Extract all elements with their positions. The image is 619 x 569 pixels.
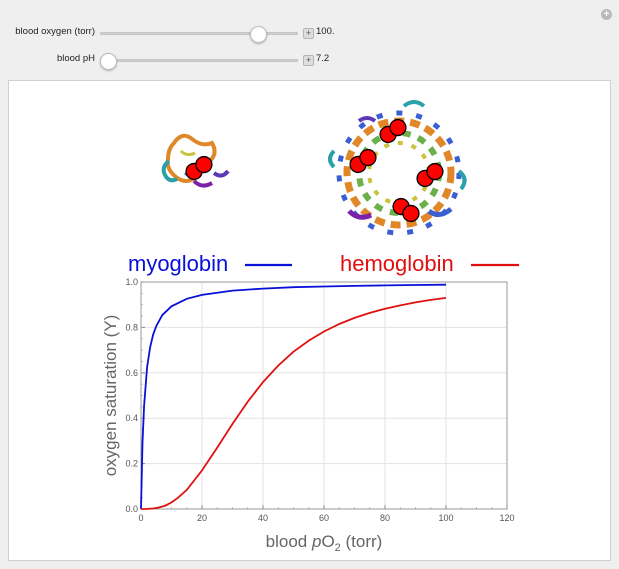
y-tick-label: 0.4 <box>125 413 138 423</box>
y-tick-label: 0.2 <box>125 459 138 469</box>
series-hemoglobin-line <box>140 297 447 510</box>
ph-slider-thumb[interactable] <box>99 53 117 70</box>
protein-illustrations <box>161 100 467 236</box>
reset-plus-icon[interactable]: + <box>601 9 612 20</box>
x-tick-label: 20 <box>197 513 207 523</box>
x-axis-label: blood pO2 (torr) <box>266 532 383 554</box>
x-tick-label: 60 <box>319 513 329 523</box>
y-tick-label: 0.0 <box>125 504 138 514</box>
myoglobin-heme-icon <box>185 155 213 181</box>
saturation-chart: 0 20 40 60 80 100 120 0.0 0.2 0.4 0.6 0.8 1.0 blood p… <box>101 277 515 554</box>
oxygen-label: blood oxygen (torr) <box>15 26 95 37</box>
y-axis-label: oxygen saturation (Y) <box>101 315 120 477</box>
y-tick-label: 1.0 <box>125 277 138 287</box>
output-canvas: myoglobin hemoglobin 0 20 40 60 80 100 120 0.0 0… <box>8 80 611 561</box>
x-tick-label: 100 <box>438 513 453 523</box>
ph-label: blood pH <box>56 53 95 64</box>
legend-hemoglobin: hemoglobin <box>340 251 454 276</box>
x-tick-label: 80 <box>380 513 390 523</box>
legend-lines <box>245 263 519 267</box>
oxygen-expand-icon[interactable]: + <box>303 28 314 39</box>
ph-control: blood pH + 7.2 <box>0 50 400 70</box>
oxygen-control: blood oxygen (torr) + 100. <box>0 23 400 43</box>
x-tick-label: 0 <box>138 513 143 523</box>
oxygen-slider[interactable] <box>100 26 298 43</box>
ph-expand-icon[interactable]: + <box>303 55 314 66</box>
x-tick-label: 120 <box>499 513 514 523</box>
legend-myoglobin: myoglobin <box>128 251 229 276</box>
oxygen-slider-thumb[interactable] <box>250 26 268 43</box>
x-tick-label: 40 <box>258 513 268 523</box>
hemoglobin-heme-icon <box>349 118 444 223</box>
oxygen-value: 100. <box>316 26 335 37</box>
y-tick-label: 0.8 <box>125 322 138 332</box>
control-panel: + blood oxygen (torr) + 100. blood pH + … <box>0 0 619 80</box>
series-myoglobin-line <box>140 283 447 510</box>
ph-value: 7.2 <box>316 53 330 64</box>
y-tick-label: 0.6 <box>125 368 138 378</box>
ph-slider[interactable] <box>99 53 298 70</box>
